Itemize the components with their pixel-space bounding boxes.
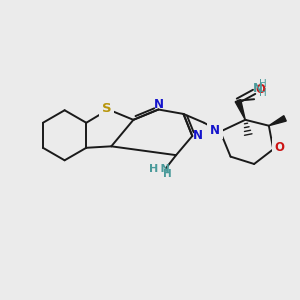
Text: N: N <box>193 129 202 142</box>
Text: H: H <box>163 169 172 179</box>
Text: N: N <box>210 124 220 136</box>
Polygon shape <box>235 100 245 120</box>
Polygon shape <box>269 116 286 126</box>
Text: H N: H N <box>149 164 170 174</box>
Text: N: N <box>154 98 164 111</box>
Text: H: H <box>259 88 267 98</box>
Text: S: S <box>102 102 112 116</box>
Text: O: O <box>275 141 285 154</box>
Text: O: O <box>256 83 266 96</box>
Text: N: N <box>253 82 263 95</box>
Text: H: H <box>259 79 267 89</box>
